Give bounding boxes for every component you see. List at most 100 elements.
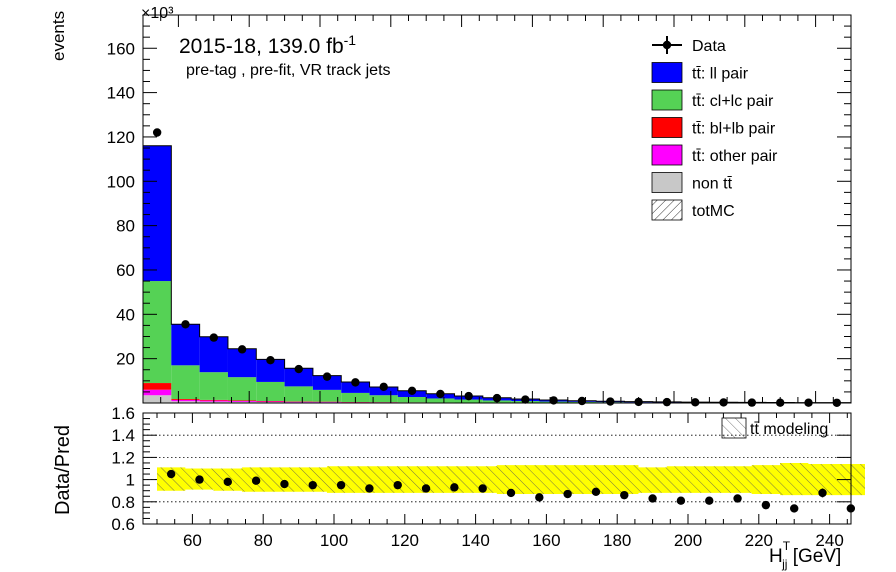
bar-tt-ll-pair <box>143 145 172 282</box>
data-point <box>577 396 587 406</box>
ratio-y-axis: 0.6 0.8 1 1.2 1.4 1.6 <box>111 404 851 534</box>
ratio-point <box>280 479 289 489</box>
ratio-points <box>166 469 856 513</box>
data-point <box>181 320 190 329</box>
x-tick-label: 160 <box>532 531 560 550</box>
data-point <box>266 356 275 365</box>
ratio-point <box>251 476 261 485</box>
y-tick-label: 120 <box>107 128 135 147</box>
data-point <box>379 382 388 392</box>
y-tick-label: 140 <box>107 84 135 103</box>
bar-tt-ll-pair <box>312 375 342 390</box>
bar-tt-cl-lc-pair <box>256 381 285 402</box>
main-y-axis: 20 40 60 80 100 120 140 160 <box>107 14 851 393</box>
ratio-y-tick-label: 1.6 <box>111 404 135 423</box>
ratio-point <box>676 496 686 505</box>
ratio-point <box>421 484 431 493</box>
y-tick-label: 20 <box>116 350 135 369</box>
bar-tt-ll-pair <box>199 336 228 373</box>
bar-tt-cl-lc-pair <box>284 386 313 402</box>
ratio-point <box>195 475 204 484</box>
bar-tt-ll-pair <box>341 382 370 393</box>
bar-tt-other-pair <box>284 401 313 403</box>
bar-tt-bl-lb-pair <box>143 383 172 390</box>
bar-tt-other-pair <box>227 401 257 402</box>
bar-tt-ll-pair <box>171 324 200 366</box>
bar-tt-other-pair <box>256 401 285 403</box>
ratio-y-tick-label: 1 <box>126 471 135 490</box>
legend-hatch-swatch <box>651 199 683 221</box>
x-tick-label: 60 <box>183 531 202 550</box>
ratio-point <box>223 477 232 487</box>
data-point <box>436 389 445 399</box>
data-point <box>662 397 672 407</box>
legend-label: tt̄: other pair <box>692 148 778 165</box>
ratio-legend-swatch <box>721 417 747 439</box>
bar-tt-cl-lc-pair <box>426 398 455 403</box>
data-point <box>521 395 530 404</box>
ratio-panel: 0.6 0.8 1 1.2 1.4 1.6 60 80 100 120 140 160 180 200 2… <box>52 404 865 571</box>
bar-tt-bl-lb-pair <box>171 399 200 400</box>
legend-label: totMC <box>692 203 735 220</box>
ratio-y-tick-label: 1.4 <box>111 426 135 445</box>
legend-data-marker <box>662 40 672 50</box>
legend-swatch <box>651 144 683 166</box>
ratio-point <box>818 488 827 498</box>
data-point <box>237 345 247 354</box>
ratio-point <box>563 489 572 499</box>
region-label: pre-tag , pre-fit, VR track jets <box>186 62 391 79</box>
bar-tt-cl-lc-pair <box>227 377 257 401</box>
data-point <box>294 364 303 374</box>
ratio-point <box>393 480 402 490</box>
ratio-point <box>506 488 516 498</box>
ratio-point <box>648 494 657 503</box>
x-tick-label: 200 <box>674 531 702 550</box>
bar-tt-other-pair <box>171 399 200 402</box>
ratio-point <box>166 469 176 479</box>
bar-tt-ll-pair <box>369 387 398 396</box>
ratio-point <box>450 483 459 492</box>
ratio-y-tick-label: 0.8 <box>111 493 135 512</box>
x-tick-label: 120 <box>391 531 419 550</box>
data-point <box>209 333 218 342</box>
legend-swatch <box>651 62 683 83</box>
data-point <box>606 397 615 406</box>
ratio-legend: tt̄ modeling <box>721 417 828 439</box>
ratio-point <box>620 490 629 500</box>
bar-tt-cl-lc-pair <box>312 389 342 402</box>
bar-tt-cl-lc-pair <box>454 399 483 403</box>
legend-label: tt̄: bl+lb pair <box>692 121 776 138</box>
x-axis-title: HT jj [GeV] <box>769 539 841 571</box>
ratio-y-tick-label: 0.6 <box>111 515 135 534</box>
x-tick-label: 240 <box>815 531 843 550</box>
legend-label: tt̄: ll pair <box>692 66 749 83</box>
ratio-point <box>365 484 374 493</box>
main-x-axis-ticks <box>142 15 852 403</box>
data-point <box>152 128 162 137</box>
x-tick-label: 80 <box>254 531 273 550</box>
bar-non-tt- <box>143 395 172 403</box>
band-hatch <box>157 462 865 496</box>
ratio-point <box>308 480 317 490</box>
main-panel: 20 40 60 80 100 120 140 160 ×10³ events 2015-18… <box>49 5 852 407</box>
data-point <box>719 398 728 407</box>
data-point <box>351 378 360 387</box>
bar-tt-ll-pair <box>284 368 313 387</box>
ratio-point <box>705 496 714 505</box>
y-tick-label: 40 <box>116 305 135 324</box>
bar-tt-cl-lc-pair <box>397 396 427 403</box>
ratio-y-tick-label: 1.2 <box>111 448 135 467</box>
y-tick-label: 80 <box>116 217 135 236</box>
bar-tt-cl-lc-pair <box>369 395 398 403</box>
y-tick-label: 60 <box>116 261 135 280</box>
data-point <box>322 372 332 381</box>
ratio-point <box>336 480 346 490</box>
legend-swatch <box>651 89 683 111</box>
bar-tt-cl-lc-pair <box>171 365 200 400</box>
ratio-point <box>761 500 771 510</box>
stacked-histogram <box>142 145 852 404</box>
ratio-point <box>478 484 487 493</box>
bar-tt-cl-lc-pair <box>199 372 228 400</box>
y-tick-label: 100 <box>107 172 135 191</box>
